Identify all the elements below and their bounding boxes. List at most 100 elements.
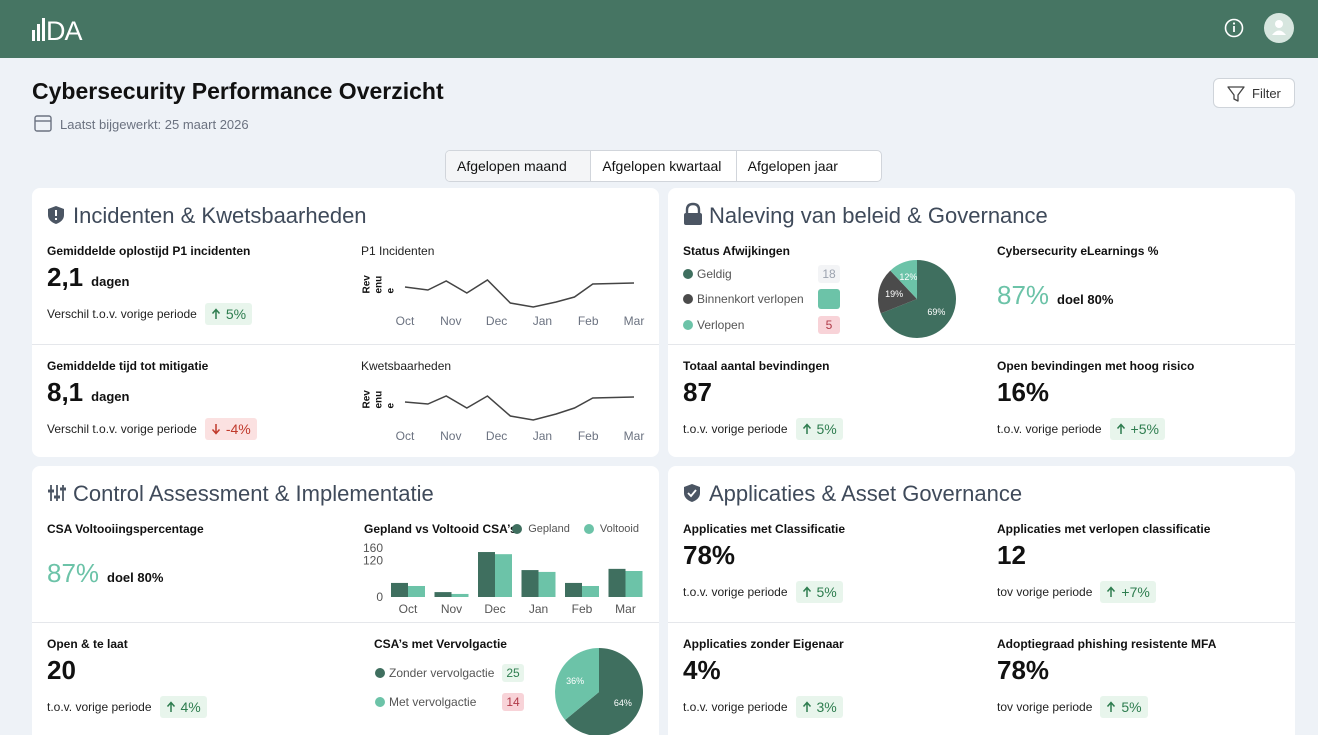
change-badge: 5% — [1100, 696, 1148, 718]
metric-value: 8,1 — [47, 377, 84, 407]
compare-row: t.o.v. vorige periode 3% — [683, 696, 843, 718]
section-divider — [668, 344, 1295, 345]
trend-arrow — [1107, 701, 1116, 712]
metric-label: Applicaties zonder Eigenaar — [683, 637, 844, 651]
y-axis-label: Revenue — [361, 389, 397, 408]
trend-arrow — [166, 701, 175, 712]
metric-value-row: 8,1 dagen — [47, 375, 129, 409]
metric-value-row: 4% — [683, 653, 721, 687]
filter-label: Filter — [1252, 85, 1281, 101]
change-badge: -4% — [204, 418, 257, 440]
y-axis-label: Revenue — [361, 274, 397, 293]
tab-group: Afgelopen maand Afgelopen kwartaal Afgelop… — [445, 150, 882, 182]
metric-value-row: 87% doel 80% — [997, 278, 1113, 312]
trend-arrow — [1116, 423, 1125, 434]
change-badge: 5% — [795, 418, 843, 440]
change-value: 4% — [180, 699, 201, 715]
metric-value: 87% — [997, 280, 1050, 310]
count-badge: 18 — [818, 265, 840, 283]
section-card — [668, 188, 1295, 457]
page-title: Cybersecurity Performance Overzicht — [32, 78, 444, 104]
change-value: 3% — [816, 699, 837, 715]
legend-label: Voltooid — [599, 523, 639, 535]
filter-button[interactable] — [1213, 78, 1295, 108]
metric-value: 87% — [47, 558, 100, 588]
metric-label: Open & te laat — [47, 637, 128, 651]
trend-arrow — [211, 308, 220, 319]
metric-value: 4% — [683, 655, 721, 685]
trend-arrow — [802, 586, 811, 597]
trend-arrow — [802, 586, 811, 597]
trend-arrow — [1107, 586, 1116, 597]
compare-label: t.o.v. vorige periode — [997, 422, 1102, 436]
compare-row: tov vorige periode 5% — [997, 696, 1148, 718]
change-value: +5% — [1130, 421, 1159, 437]
change-badge: +5% — [1109, 418, 1165, 440]
metric-label: Cybersecurity eLearnings % — [997, 244, 1159, 258]
metric-unit: dagen — [91, 274, 130, 289]
chart-title: Kwetsbaarheden — [361, 359, 452, 373]
compare-label: Verschil t.o.v. vorige periode — [47, 422, 197, 436]
trend-arrow — [211, 424, 220, 435]
change-badge: 4% — [159, 696, 207, 718]
last-updated: Laatst bijgewerkt: 25 maart 2026 — [60, 116, 249, 132]
metric-value: 12 — [997, 540, 1026, 570]
change-badge: +7% — [1100, 581, 1156, 603]
legend-swatch — [512, 524, 523, 534]
change-value: 5% — [816, 584, 837, 600]
compare-row: t.o.v. vorige periode 5% — [683, 418, 843, 440]
compare-row: t.o.v. vorige periode 4% — [47, 696, 207, 718]
metric-value: 2,1 — [47, 262, 84, 292]
header-bar — [0, 0, 1318, 58]
metric-label: Open bevindingen met hoog risico — [997, 359, 1195, 373]
metric-label: Applicaties met verlopen classificatie — [997, 522, 1211, 536]
trend-arrow — [166, 701, 175, 712]
compare-row: tov vorige periode +7% — [997, 581, 1156, 603]
trend-arrow — [1107, 586, 1116, 597]
section-title: Applicaties & Asset Governance — [709, 480, 1023, 506]
change-value: +7% — [1121, 584, 1150, 600]
change-value: -4% — [225, 421, 251, 437]
metric-value-row: 78% — [997, 653, 1049, 687]
metric-label: Adoptiegraad phishing resistente MFA — [997, 637, 1217, 651]
metric-value-row: 16% — [997, 375, 1049, 409]
trend-arrow — [211, 308, 220, 319]
trend-arrow — [802, 423, 811, 434]
count-badge: 5 — [818, 316, 840, 334]
calendar-icon — [34, 115, 52, 132]
metric-value-row: 20 — [47, 653, 76, 687]
metric-label: CSA Voltooiingspercentage — [47, 522, 204, 536]
compare-row: Verschil t.o.v. vorige periode -4% — [47, 418, 257, 440]
section-title: Incidenten & Kwetsbaarheden — [73, 202, 367, 228]
metric-value: 78% — [683, 540, 736, 570]
compare-label: t.o.v. vorige periode — [683, 422, 788, 436]
tab[interactable]: Afgelopen kwartaal — [590, 151, 735, 181]
legend-label: Verlopen — [697, 318, 745, 332]
trend-arrow — [802, 423, 811, 434]
tab[interactable]: Afgelopen jaar — [735, 151, 881, 181]
metric-value-row: 87 — [683, 375, 712, 409]
metric-value: 16% — [997, 377, 1050, 407]
section-card — [668, 466, 1295, 735]
compare-label: tov vorige periode — [997, 700, 1093, 714]
change-badge: 5% — [795, 581, 843, 603]
tab[interactable]: Afgelopen maand — [446, 151, 591, 181]
metric-value-row: 12 — [997, 538, 1026, 572]
compare-label: t.o.v. vorige periode — [47, 700, 152, 714]
metric-label: Totaal aantal bevindingen — [683, 359, 830, 373]
compare-label: tov vorige periode — [997, 585, 1093, 599]
section-title: Naleving van beleid & Governance — [709, 202, 1048, 228]
section-title: Control Assessment & Implementatie — [73, 480, 434, 506]
metric-value-row: 2,1 dagen — [47, 260, 129, 294]
metric-label: Applicaties met Classificatie — [683, 522, 846, 536]
trend-arrow — [802, 701, 811, 712]
compare-label: t.o.v. vorige periode — [683, 585, 788, 599]
change-badge: 3% — [795, 696, 843, 718]
metric-value: 20 — [47, 655, 76, 685]
trend-arrow — [1107, 701, 1116, 712]
metric-label: Gemiddelde tijd tot mitigatie — [47, 359, 209, 373]
chart-title: P1 Incidenten — [361, 244, 435, 258]
change-value: 5% — [816, 421, 837, 437]
section-card — [32, 466, 659, 735]
count-badge: 25 — [502, 664, 524, 682]
